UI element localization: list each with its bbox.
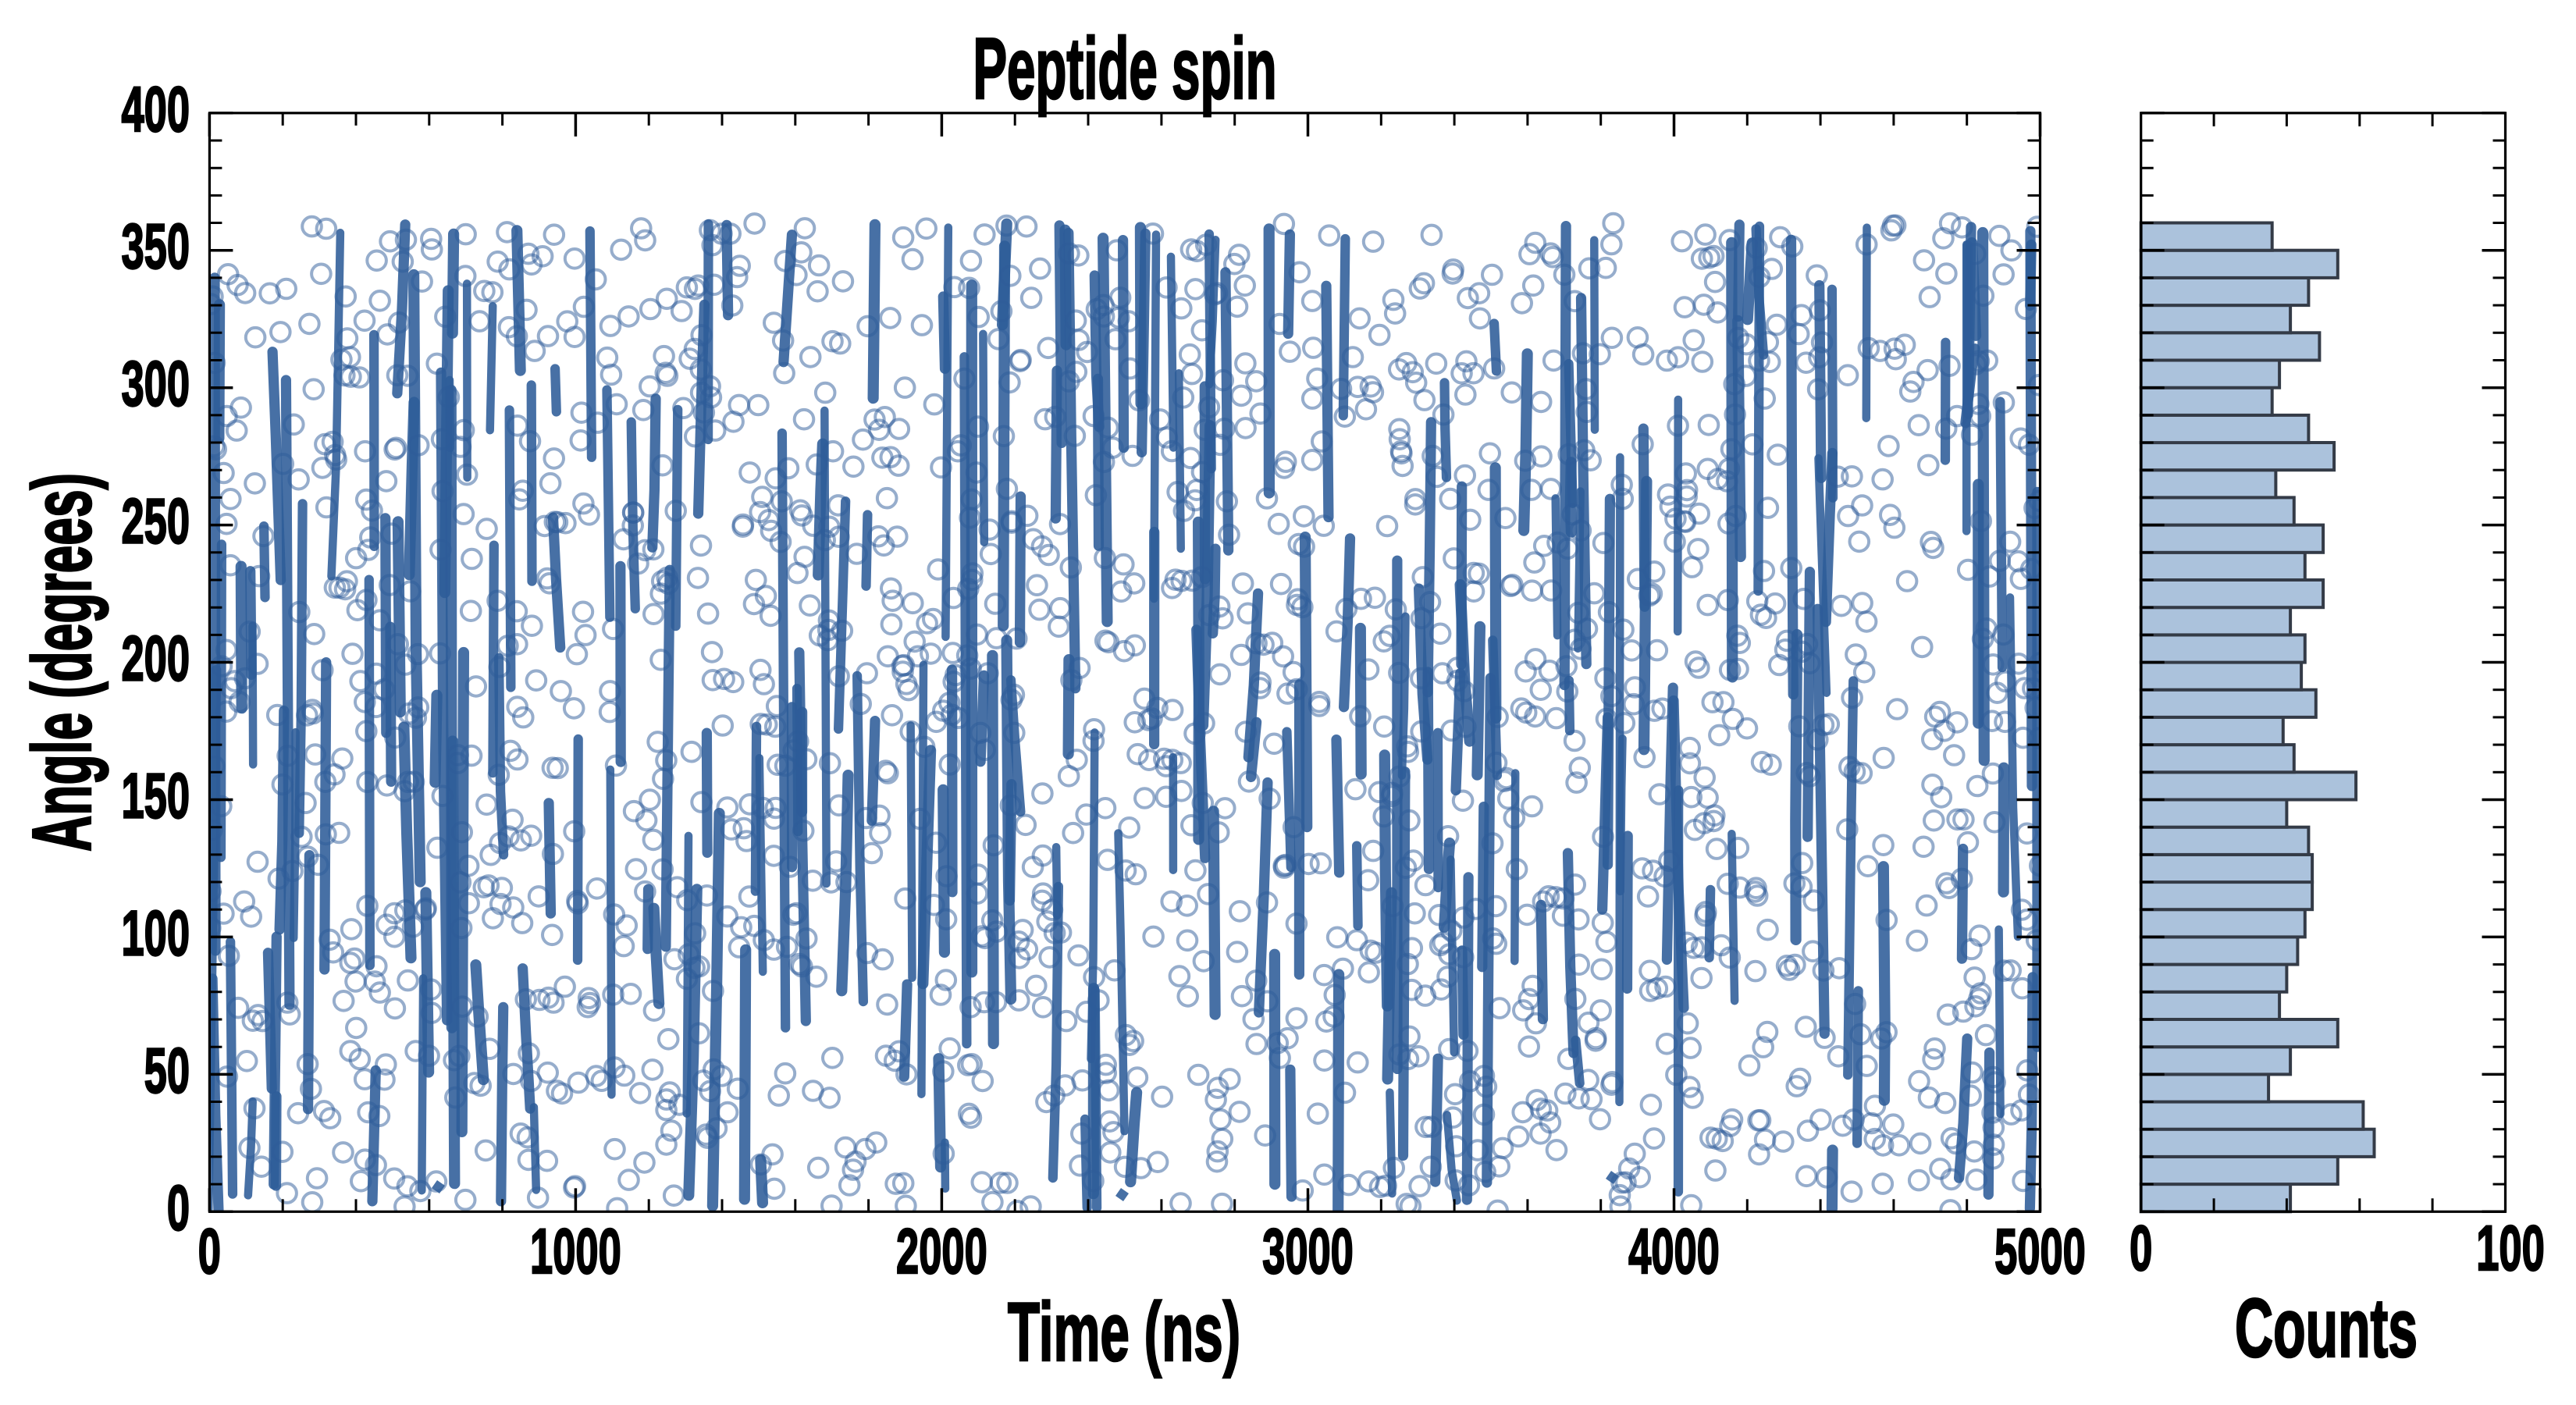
svg-text:0: 0 — [167, 1172, 190, 1243]
svg-text:2000: 2000 — [896, 1215, 987, 1287]
svg-text:0: 0 — [198, 1215, 221, 1287]
svg-text:Peptide spin: Peptide spin — [973, 21, 1276, 117]
svg-text:300: 300 — [121, 348, 190, 420]
svg-text:Counts: Counts — [2235, 1281, 2418, 1374]
svg-text:100: 100 — [2476, 1212, 2545, 1284]
svg-text:0: 0 — [2129, 1212, 2152, 1284]
svg-text:Angle (degrees): Angle (degrees) — [15, 473, 109, 852]
svg-text:100: 100 — [121, 898, 190, 969]
svg-text:150: 150 — [121, 760, 190, 832]
svg-text:4000: 4000 — [1628, 1215, 1720, 1287]
svg-text:1000: 1000 — [530, 1215, 621, 1287]
svg-text:5000: 5000 — [1994, 1215, 2086, 1287]
svg-text:350: 350 — [121, 211, 190, 283]
svg-text:400: 400 — [121, 73, 190, 145]
svg-text:250: 250 — [121, 486, 190, 557]
svg-text:50: 50 — [144, 1035, 190, 1107]
svg-text:3000: 3000 — [1262, 1215, 1354, 1287]
svg-text:Time (ns): Time (ns) — [1008, 1285, 1240, 1378]
svg-text:200: 200 — [121, 623, 190, 695]
